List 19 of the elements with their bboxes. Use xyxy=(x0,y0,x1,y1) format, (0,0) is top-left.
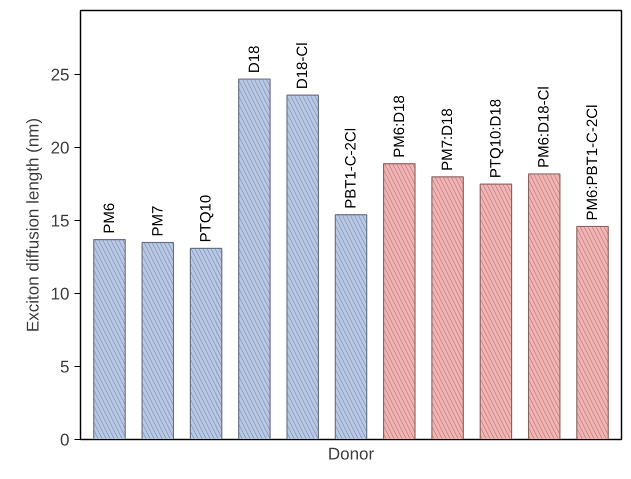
y-tick-label: 10 xyxy=(50,284,70,304)
x-tick-label: PM6 xyxy=(100,202,118,234)
x-tick-label: PM7:D18 xyxy=(439,108,456,171)
x-tick-label: D18-Cl xyxy=(294,42,312,90)
x-tick-label: PBT1-C-2Cl xyxy=(342,128,360,209)
y-axis-title: Exciton diffusion length (nm) xyxy=(24,118,43,332)
x-tick-label: PM6:D18 xyxy=(390,95,408,158)
y-tick-label: 20 xyxy=(50,138,70,158)
x-tick-label: PM7 xyxy=(149,206,166,237)
y-tick-label: 0 xyxy=(60,430,70,450)
x-tick-label: PTQ10:D18 xyxy=(487,98,504,178)
x-axis-title: Donor xyxy=(328,444,374,464)
x-tick-label: PM6:PBT1-C-2Cl xyxy=(584,104,602,220)
x-tick-label: PTQ10 xyxy=(198,194,215,242)
y-tick-label: 5 xyxy=(60,358,70,377)
y-tick-label: 15 xyxy=(50,212,70,231)
y-tick-label: 25 xyxy=(50,66,70,85)
x-tick-label: PM6:D18-Cl xyxy=(536,86,553,168)
x-tick-label: D18 xyxy=(246,46,263,74)
